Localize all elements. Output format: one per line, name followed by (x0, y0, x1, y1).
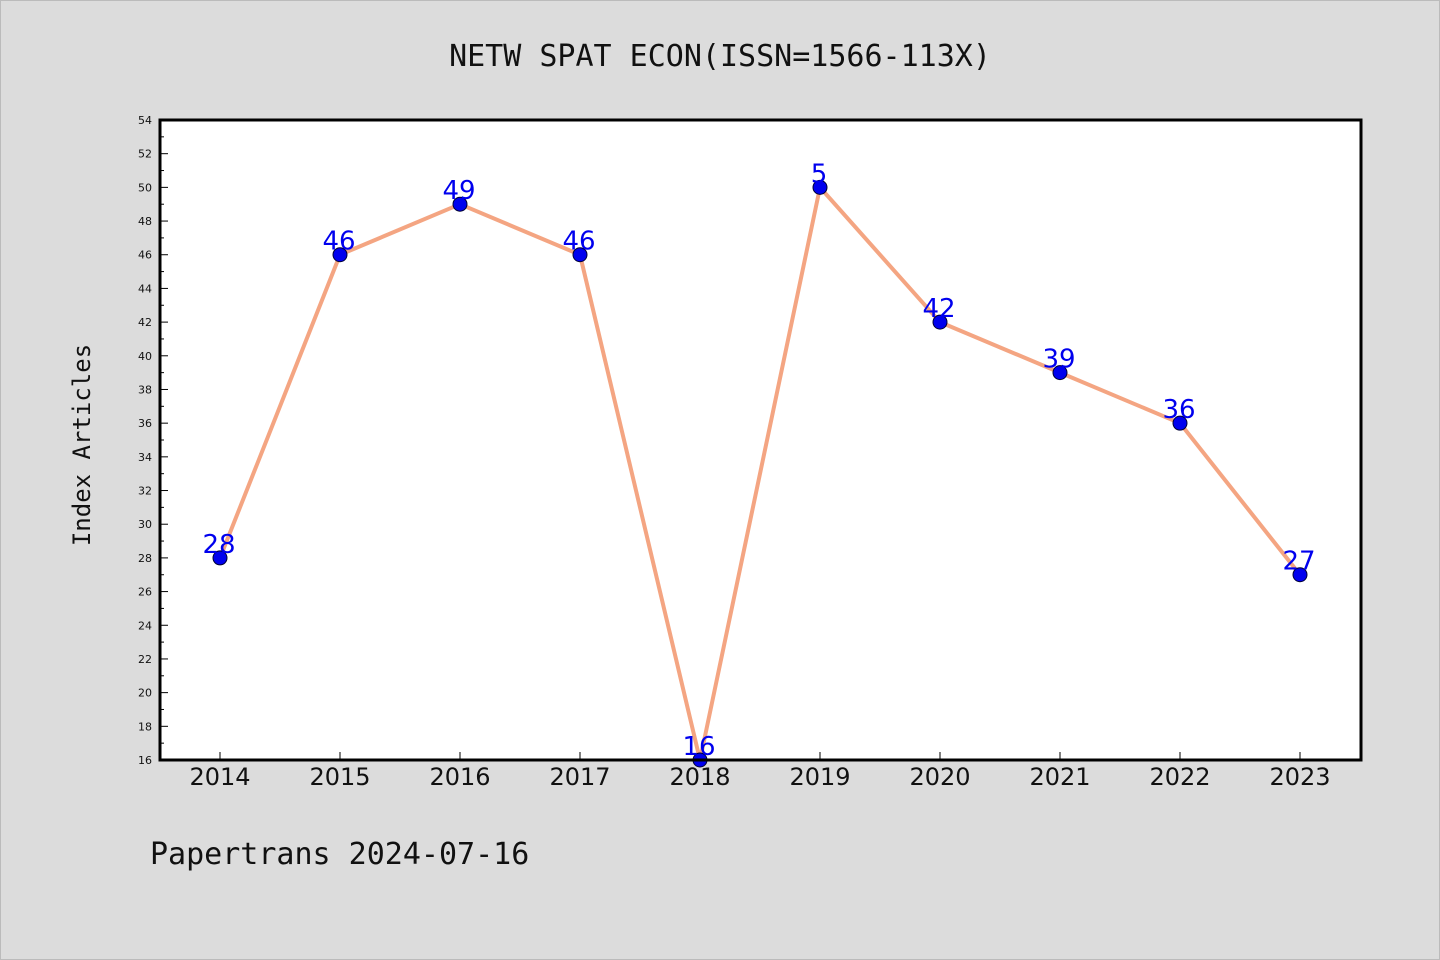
y-tick-label: 24 (138, 619, 152, 632)
x-tick-label: 2022 (1149, 763, 1210, 791)
data-label: 28 (202, 530, 235, 560)
y-tick-label: 30 (138, 518, 152, 531)
data-point (212, 550, 228, 566)
y-tick-label: 36 (138, 417, 152, 430)
y-tick-label: 46 (138, 249, 152, 262)
data-label: 39 (1042, 345, 1075, 375)
chart-title: NETW SPAT ECON(ISSN=1566-113X) (449, 39, 991, 74)
data-point (572, 247, 588, 263)
x-axis: 2014 2015 2016 2017 2018 2019 2020 2021 2022 2023 (189, 752, 1331, 791)
data-point (1292, 567, 1308, 583)
data-label: 49 (442, 176, 475, 206)
x-tick-label: 2018 (669, 763, 730, 791)
y-axis: 16 18 20 22 24 26 28 30 32 34 36 38 40 42 44 46 48 50 52 54 (138, 114, 168, 767)
y-tick-label: 32 (138, 485, 152, 498)
data-label: 5 (811, 159, 828, 189)
plot-area (160, 120, 1361, 760)
data-label: 46 (322, 227, 355, 257)
y-axis-label: Index Articles (68, 344, 96, 546)
y-tick-label: 54 (138, 114, 152, 127)
data-point (332, 247, 348, 263)
x-tick-label: 2016 (429, 763, 490, 791)
y-tick-label: 34 (138, 451, 152, 464)
y-tick-label: 26 (138, 586, 152, 599)
y-tick-label: 44 (138, 282, 152, 295)
y-tick-label: 52 (138, 148, 152, 161)
data-point (1052, 365, 1068, 381)
y-tick-label: 22 (138, 653, 152, 666)
x-tick-label: 2021 (1029, 763, 1090, 791)
data-label: 27 (1282, 547, 1315, 577)
y-tick-label: 20 (138, 687, 152, 700)
x-tick-label: 2020 (909, 763, 970, 791)
data-label: 36 (1162, 395, 1195, 425)
x-tick-label: 2015 (309, 763, 370, 791)
y-tick-label: 18 (138, 720, 152, 733)
series-line (218, 185, 1302, 762)
data-label: 42 (922, 294, 955, 324)
y-tick-label: 50 (138, 181, 152, 194)
y-tick-label: 42 (138, 316, 152, 329)
data-point (1172, 415, 1188, 431)
x-tick-label: 2019 (789, 763, 850, 791)
y-tick-label: 16 (138, 754, 152, 767)
x-tick-label: 2014 (189, 763, 250, 791)
data-point (932, 314, 948, 330)
x-tick-label: 2017 (549, 763, 610, 791)
plot-frame (158, 118, 1363, 762)
y-tick-label: 48 (138, 215, 152, 228)
data-point (452, 196, 468, 212)
data-label: 46 (562, 227, 595, 257)
x-tick-label: 2023 (1269, 763, 1330, 791)
footer-credit: Papertrans 2024-07-16 (150, 837, 529, 872)
series-articles: 28 46 49 46 16 5 42 39 36 27 (202, 159, 1316, 768)
y-tick-label: 38 (138, 383, 152, 396)
data-point (812, 179, 828, 195)
data-label: 16 (682, 732, 715, 762)
y-tick-label: 40 (138, 350, 152, 363)
y-tick-label: 28 (138, 552, 152, 565)
